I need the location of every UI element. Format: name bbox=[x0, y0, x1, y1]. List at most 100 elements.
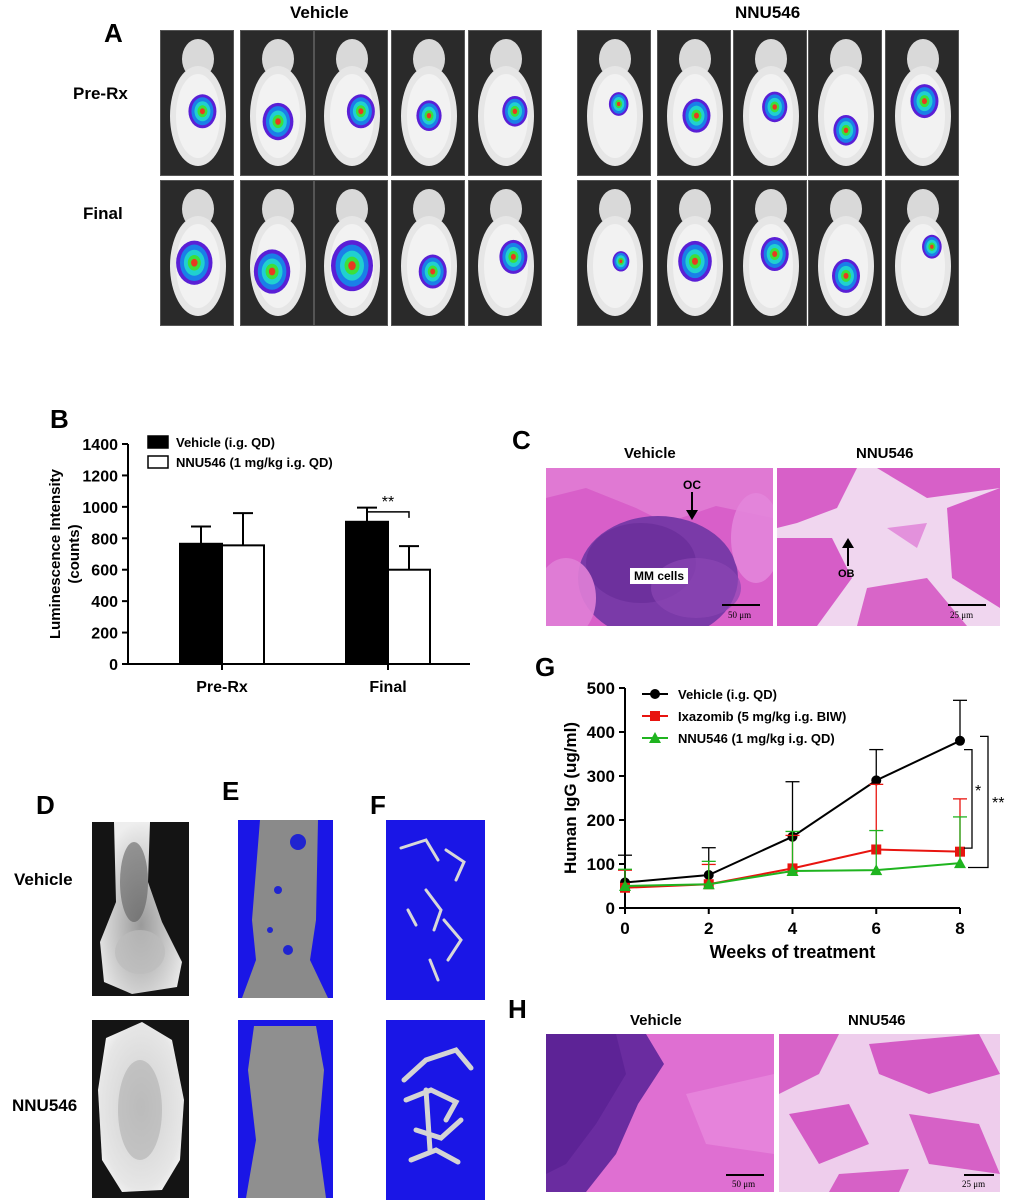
x-axis-label: Weeks of treatment bbox=[710, 942, 876, 962]
histology-c-nnu546-image bbox=[777, 468, 1000, 626]
mouse-silhouette-image bbox=[401, 39, 457, 166]
xray-vehicle bbox=[92, 822, 189, 996]
mouse-image bbox=[391, 30, 465, 176]
scale-bar-c-vehicle bbox=[722, 604, 760, 606]
x-tick-label: Final bbox=[369, 679, 406, 696]
mouse-image bbox=[577, 30, 651, 176]
histology-c-vehicle bbox=[546, 468, 773, 626]
arrow-up-icon bbox=[842, 538, 854, 566]
panel-letter-b: B bbox=[50, 404, 69, 434]
panel-c-vehicle-title: Vehicle bbox=[624, 445, 676, 462]
histology-c-nnu546 bbox=[777, 468, 1000, 626]
panel-h-vehicle-title: Vehicle bbox=[630, 1012, 682, 1029]
panel-letter-g: G bbox=[535, 652, 556, 682]
panel-letter-a: A bbox=[104, 18, 123, 48]
panel-letter-e: E bbox=[222, 776, 240, 806]
data-point bbox=[954, 857, 966, 869]
histology-h-vehicle-image bbox=[546, 1034, 774, 1192]
mouse-image bbox=[657, 30, 731, 176]
legend-swatch bbox=[147, 435, 169, 449]
mouse-silhouette-image bbox=[587, 39, 643, 166]
mouse-image bbox=[160, 180, 234, 326]
arrow-down-icon bbox=[686, 492, 698, 520]
mouse-silhouette-image bbox=[250, 39, 306, 166]
microct-f-nnu546 bbox=[386, 1020, 485, 1200]
microct-f-nnu546-image bbox=[401, 1047, 474, 1165]
panel-a-nnu546-title: NNU546 bbox=[735, 3, 801, 22]
legend-marker bbox=[650, 711, 660, 721]
mouse-image bbox=[808, 180, 882, 326]
scale-bar-c-vehicle-label: 50 μm bbox=[728, 610, 752, 620]
mouse-silhouette-image bbox=[478, 39, 534, 166]
panel-letter-d: D bbox=[36, 790, 55, 820]
significance-bracket bbox=[366, 511, 410, 518]
y-tick-label: 200 bbox=[91, 626, 118, 643]
panel-letter-c: C bbox=[512, 425, 531, 455]
bar-chart-luminescence: 0 200 400 600 800 1000 1200 1400 Luminescence In… bbox=[47, 435, 470, 696]
legend-marker bbox=[649, 732, 661, 743]
line-chart-human-igg: 0 100 200 300 400 500 0 2 4 6 8 Weeks of treatment H… bbox=[561, 679, 1004, 962]
x-tick-label: 0 bbox=[620, 919, 629, 938]
xray-nnu546-image bbox=[98, 1022, 184, 1192]
mouse-silhouette-image bbox=[667, 39, 723, 166]
data-point bbox=[870, 864, 883, 876]
histology-h-vehicle bbox=[546, 1034, 774, 1192]
mouse-image bbox=[240, 30, 314, 176]
panel-h-nnu546-title: NNU546 bbox=[848, 1012, 906, 1029]
mouse-image bbox=[240, 180, 314, 326]
bar bbox=[387, 568, 431, 665]
mouse-silhouette-image bbox=[667, 189, 723, 316]
legend-swatch bbox=[147, 455, 169, 469]
y-tick-label: 600 bbox=[91, 563, 118, 580]
mouse-silhouette-image bbox=[324, 189, 380, 316]
x-tick-label: 4 bbox=[788, 919, 798, 938]
data-point bbox=[786, 865, 799, 877]
legend-label: Ixazomib (5 mg/kg i.g. BIW) bbox=[678, 709, 846, 724]
y-tick-label: 300 bbox=[587, 767, 615, 786]
mouse-image bbox=[577, 180, 651, 326]
mouse-silhouette-image bbox=[895, 39, 951, 166]
bar bbox=[345, 520, 389, 665]
annotation-oc: OC bbox=[683, 478, 701, 492]
mouse-image bbox=[657, 180, 731, 326]
scale-bar-h-nnu546 bbox=[964, 1174, 994, 1176]
significance-label: ** bbox=[992, 795, 1004, 812]
y-tick-label: 200 bbox=[587, 811, 615, 830]
legend-marker bbox=[650, 689, 660, 699]
mouse-image bbox=[314, 180, 388, 326]
y-tick-label: 1000 bbox=[82, 500, 118, 517]
x-tick-label: 8 bbox=[955, 919, 964, 938]
data-point bbox=[619, 880, 631, 891]
histology-h-nnu546-image bbox=[779, 1034, 1000, 1192]
mouse-silhouette-image bbox=[743, 189, 799, 316]
mouse-silhouette-image bbox=[401, 189, 457, 316]
data-point bbox=[871, 775, 882, 786]
mouse-image bbox=[314, 30, 388, 176]
xray-nnu546 bbox=[92, 1020, 189, 1198]
y-tick-label: 400 bbox=[587, 723, 615, 742]
y-axis-label: Human IgG (ug/ml) bbox=[561, 722, 580, 874]
microct-e-vehicle bbox=[238, 820, 333, 998]
mouse-image bbox=[391, 180, 465, 326]
y-tick-label: 1200 bbox=[82, 468, 118, 485]
x-tick-label: Pre-Rx bbox=[196, 679, 248, 696]
microct-e-nnu546-image bbox=[246, 1026, 326, 1198]
mouse-image bbox=[808, 30, 882, 176]
mouse-silhouette-image bbox=[743, 39, 799, 166]
panel-c-nnu546-title: NNU546 bbox=[856, 445, 914, 462]
data-point bbox=[702, 878, 715, 890]
annotation-ob: OB bbox=[838, 568, 855, 580]
y-axis-label: Luminescence Intensity (counts) bbox=[47, 468, 83, 639]
significance-label: * bbox=[975, 783, 981, 800]
mouse-image bbox=[885, 30, 959, 176]
x-tick-label: 2 bbox=[704, 919, 713, 938]
legend-label: NNU546 (1 mg/kg i.g. QD) bbox=[176, 455, 333, 470]
mouse-silhouette-image bbox=[478, 189, 534, 316]
histology-c-vehicle-image bbox=[546, 468, 773, 626]
data-point bbox=[955, 735, 965, 746]
mouse-image bbox=[468, 180, 542, 326]
xray-vehicle-image bbox=[100, 822, 182, 994]
microct-e-vehicle-image bbox=[242, 820, 328, 998]
x-tick-label: 6 bbox=[872, 919, 881, 938]
significance-label: ** bbox=[382, 494, 394, 511]
